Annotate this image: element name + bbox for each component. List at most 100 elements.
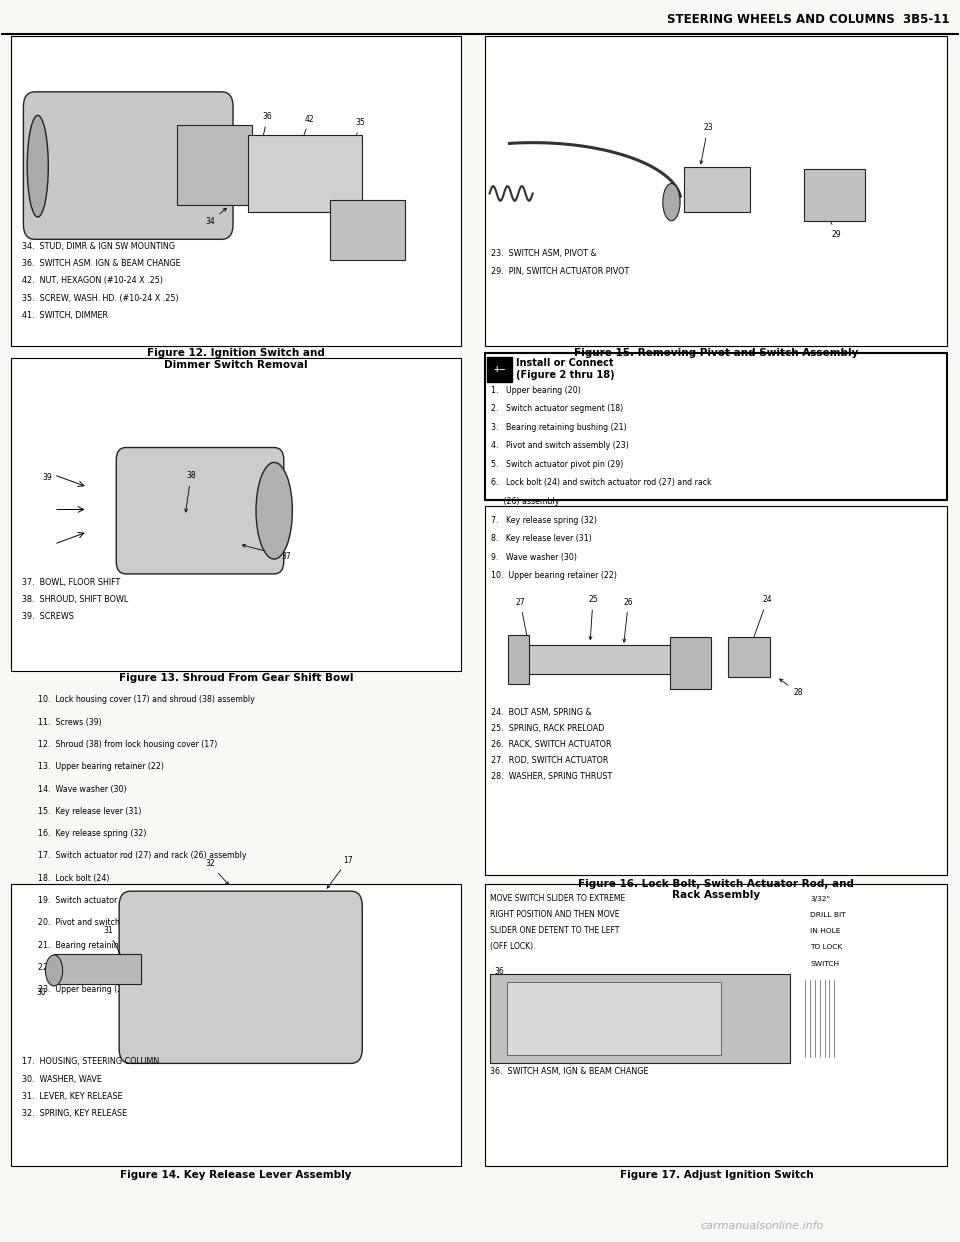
Text: 10.  Upper bearing retainer (22): 10. Upper bearing retainer (22) (492, 571, 617, 580)
Text: 21.  Bearing retaining bushing (21): 21. Bearing retaining bushing (21) (37, 940, 176, 950)
Text: TO LOCK: TO LOCK (810, 944, 843, 950)
Text: Figure 16. Lock Bolt, Switch Actuator Rod, and
Rack Assembly: Figure 16. Lock Bolt, Switch Actuator Ro… (579, 879, 854, 900)
Text: 3/32": 3/32" (810, 897, 830, 902)
Text: 2.   Switch actuator segment (18): 2. Switch actuator segment (18) (492, 404, 624, 414)
Bar (11, 358, 461, 671)
Text: 8.   Key release lever (31): 8. Key release lever (31) (492, 534, 592, 543)
Text: (OFF LOCK).: (OFF LOCK). (490, 941, 535, 951)
Text: 36.  SWITCH ASM, IGN & BEAM CHANGE: 36. SWITCH ASM, IGN & BEAM CHANGE (490, 1067, 648, 1076)
Text: Figure 14. Key Release Lever Assembly: Figure 14. Key Release Lever Assembly (120, 1170, 351, 1180)
FancyBboxPatch shape (119, 892, 362, 1063)
Text: 42.  NUT, HEXAGON (#10-24 X .25): 42. NUT, HEXAGON (#10-24 X .25) (22, 277, 163, 286)
Text: 18.  Lock bolt (24): 18. Lock bolt (24) (37, 874, 109, 883)
Text: 4.   Pivot and switch assembly (23): 4. Pivot and switch assembly (23) (492, 441, 629, 451)
Text: 32: 32 (205, 859, 228, 884)
Text: 38.  SHROUD, SHIFT BOWL: 38. SHROUD, SHIFT BOWL (22, 595, 129, 604)
Text: 31.  LEVER, KEY RELEASE: 31. LEVER, KEY RELEASE (22, 1092, 123, 1100)
Text: 30: 30 (36, 976, 57, 997)
FancyBboxPatch shape (23, 92, 233, 240)
Text: 28: 28 (780, 679, 803, 697)
Text: 14.  Wave washer (30): 14. Wave washer (30) (37, 785, 127, 794)
Text: 17.  Switch actuator rod (27) and rack (26) assembly: 17. Switch actuator rod (27) and rack (2… (37, 852, 247, 861)
Text: Figure 15. Removing Pivot and Switch Assembly: Figure 15. Removing Pivot and Switch Ass… (574, 348, 858, 359)
Text: Figure 12. Ignition Switch and
Dimmer Switch Removal: Figure 12. Ignition Switch and Dimmer Sw… (147, 348, 324, 370)
Text: 30.  WASHER, WAVE: 30. WASHER, WAVE (22, 1074, 103, 1083)
Text: STEERING WHEELS AND COLUMNS  3B5-11: STEERING WHEELS AND COLUMNS 3B5-11 (666, 14, 949, 26)
Text: 17: 17 (327, 856, 352, 888)
Text: Figure 17. Adjust Ignition Switch: Figure 17. Adjust Ignition Switch (619, 1170, 813, 1180)
Text: (26) assembly: (26) assembly (492, 497, 560, 505)
Bar (485, 884, 948, 1166)
Text: Install or Connect
(Figure 2 thru 18): Install or Connect (Figure 2 thru 18) (516, 358, 615, 380)
FancyBboxPatch shape (487, 356, 512, 381)
Text: RIGHT POSITION AND THEN MOVE: RIGHT POSITION AND THEN MOVE (490, 909, 619, 919)
FancyBboxPatch shape (517, 645, 706, 674)
Text: +−: +− (492, 365, 506, 374)
Bar (485, 353, 948, 499)
FancyBboxPatch shape (249, 135, 362, 212)
Text: 36.  SWITCH ASM. IGN & BEAM CHANGE: 36. SWITCH ASM. IGN & BEAM CHANGE (22, 260, 181, 268)
Text: 37.  BOWL, FLOOR SHIFT: 37. BOWL, FLOOR SHIFT (22, 578, 121, 586)
Text: SWITCH: SWITCH (810, 960, 839, 966)
Bar (485, 36, 948, 345)
Text: 41.  SWITCH, DIMMER: 41. SWITCH, DIMMER (22, 312, 108, 320)
Text: 24: 24 (751, 595, 772, 645)
Text: carmanualsonline.info: carmanualsonline.info (700, 1221, 824, 1231)
Text: 31: 31 (104, 927, 124, 963)
FancyBboxPatch shape (670, 637, 710, 689)
Text: 26.  RACK, SWITCH ACTUATOR: 26. RACK, SWITCH ACTUATOR (492, 740, 612, 749)
Text: 17.  HOUSING, STEERING COLUMN: 17. HOUSING, STEERING COLUMN (22, 1057, 159, 1066)
Text: IN HOLE: IN HOLE (810, 928, 841, 934)
Ellipse shape (256, 462, 293, 559)
Text: 23.  Upper bearing (20): 23. Upper bearing (20) (37, 985, 130, 995)
Text: 5.   Switch actuator pivot pin (29): 5. Switch actuator pivot pin (29) (492, 460, 624, 469)
Text: DRILL BIT: DRILL BIT (810, 912, 846, 918)
Text: 27.  ROD, SWITCH ACTUATOR: 27. ROD, SWITCH ACTUATOR (492, 756, 609, 765)
Text: 42: 42 (294, 114, 315, 161)
Text: 20.  Pivot and switch assembly (23): 20. Pivot and switch assembly (23) (37, 918, 178, 928)
Text: 38: 38 (184, 472, 196, 512)
Text: MOVE SWITCH SLIDER TO EXTREME: MOVE SWITCH SLIDER TO EXTREME (490, 894, 625, 903)
Text: 27: 27 (516, 597, 533, 661)
Text: 29.  PIN, SWITCH ACTUATOR PIVOT: 29. PIN, SWITCH ACTUATOR PIVOT (492, 267, 630, 276)
FancyBboxPatch shape (54, 954, 141, 984)
Ellipse shape (27, 116, 48, 217)
FancyBboxPatch shape (508, 635, 529, 684)
Text: 23.  SWITCH ASM, PIVOT &: 23. SWITCH ASM, PIVOT & (492, 250, 597, 258)
Text: 39: 39 (42, 473, 52, 482)
Text: 15.  Key release lever (31): 15. Key release lever (31) (37, 807, 141, 816)
Text: 25.  SPRING, RACK PRELOAD: 25. SPRING, RACK PRELOAD (492, 724, 605, 733)
Text: 16.  Key release spring (32): 16. Key release spring (32) (37, 830, 146, 838)
Text: 7.   Key release spring (32): 7. Key release spring (32) (492, 515, 597, 524)
Text: 11.  Screws (39): 11. Screws (39) (37, 718, 102, 727)
FancyBboxPatch shape (490, 974, 790, 1063)
Text: 1.   Upper bearing (20): 1. Upper bearing (20) (492, 385, 581, 395)
Bar (485, 505, 948, 876)
FancyBboxPatch shape (684, 168, 750, 212)
Ellipse shape (45, 955, 62, 986)
Text: 25: 25 (588, 595, 598, 640)
FancyBboxPatch shape (804, 169, 865, 221)
Text: 37: 37 (242, 544, 292, 561)
Text: 3.   Bearing retaining bushing (21): 3. Bearing retaining bushing (21) (492, 422, 627, 432)
Text: 6.   Lock bolt (24) and switch actuator rod (27) and rack: 6. Lock bolt (24) and switch actuator ro… (492, 478, 712, 488)
FancyBboxPatch shape (116, 447, 284, 574)
Bar (11, 884, 461, 1166)
Text: 19.  Switch actuator pivot pin (29): 19. Switch actuator pivot pin (29) (37, 897, 173, 905)
Text: Figure 13. Shroud From Gear Shift Bowl: Figure 13. Shroud From Gear Shift Bowl (119, 673, 353, 683)
Bar (11, 36, 461, 345)
Text: 10.  Lock housing cover (17) and shroud (38) assembly: 10. Lock housing cover (17) and shroud (… (37, 696, 254, 704)
Text: 28.  WASHER, SPRING THRUST: 28. WASHER, SPRING THRUST (492, 773, 612, 781)
FancyBboxPatch shape (507, 981, 721, 1054)
Text: 9.   Wave washer (30): 9. Wave washer (30) (492, 553, 577, 561)
Text: 35: 35 (345, 118, 365, 171)
FancyBboxPatch shape (177, 125, 252, 205)
Text: 22,  Switch actuator segment (18): 22, Switch actuator segment (18) (37, 963, 172, 972)
Text: 13.  Upper bearing retainer (22): 13. Upper bearing retainer (22) (37, 763, 163, 771)
Text: 34.  STUD, DIMR & IGN SW MOUNTING: 34. STUD, DIMR & IGN SW MOUNTING (22, 242, 176, 251)
FancyBboxPatch shape (329, 200, 405, 261)
Text: 36: 36 (258, 112, 273, 156)
Text: 35.  SCREW, WASH. HD. (#10-24 X .25): 35. SCREW, WASH. HD. (#10-24 X .25) (22, 294, 180, 303)
Text: 12.  Shroud (38) from lock housing cover (17): 12. Shroud (38) from lock housing cover … (37, 740, 217, 749)
Text: SLIDER ONE DETENT TO THE LEFT: SLIDER ONE DETENT TO THE LEFT (490, 925, 619, 935)
